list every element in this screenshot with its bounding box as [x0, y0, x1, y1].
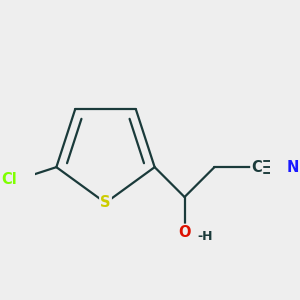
Text: N: N — [286, 160, 299, 175]
Text: C: C — [251, 160, 262, 175]
Text: S: S — [100, 195, 111, 210]
Text: -H: -H — [197, 230, 213, 244]
Text: Cl: Cl — [1, 172, 17, 187]
Text: O: O — [178, 225, 191, 240]
